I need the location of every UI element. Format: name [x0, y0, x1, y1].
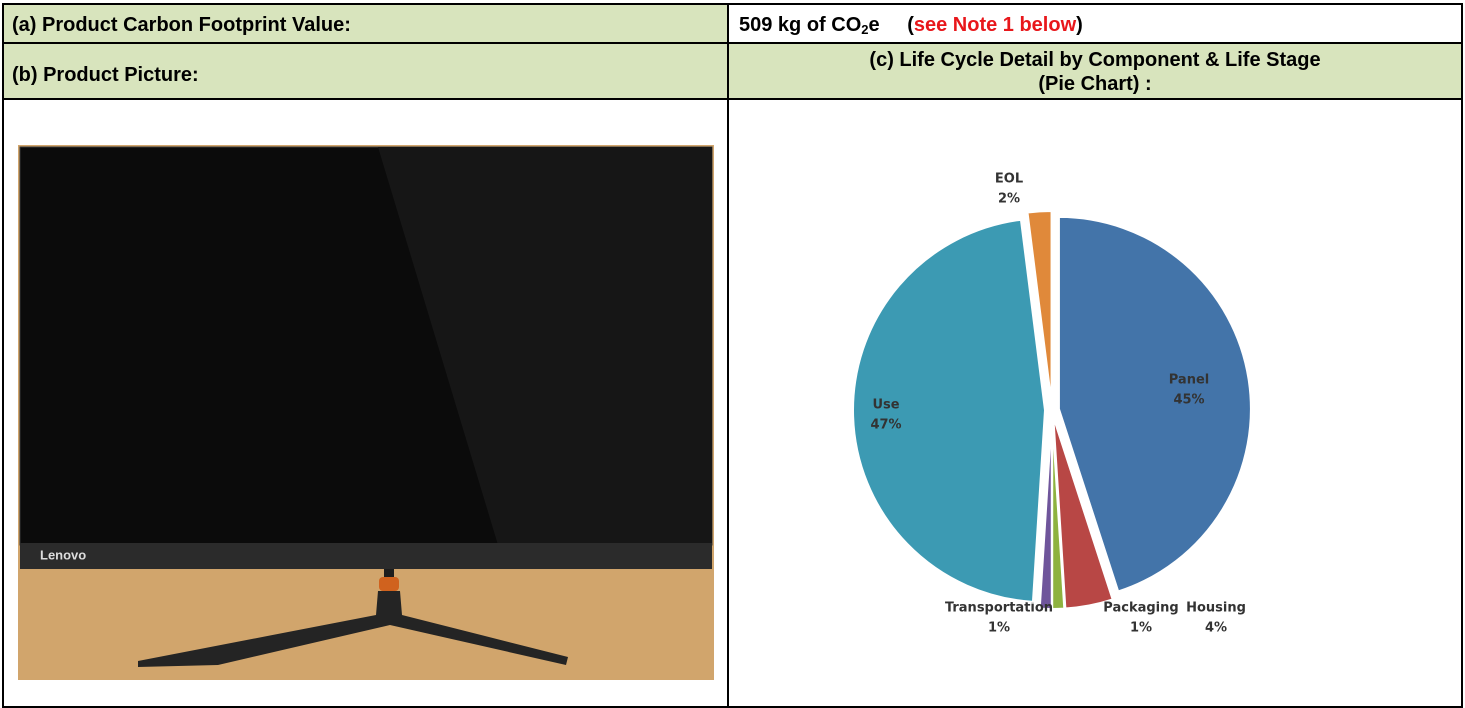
slice-label: Panel — [1169, 373, 1209, 388]
slice-label: EOL — [995, 172, 1023, 187]
slice-label: Use — [872, 398, 899, 413]
picture-label: (b) Product Picture: — [12, 64, 199, 86]
slice-value-label: 45% — [1173, 393, 1204, 408]
footprint-value-cell: 509 kg of CO2e (see Note 1 below) — [727, 3, 1463, 44]
unit-suffix: e — [869, 14, 880, 36]
bezel — [20, 543, 712, 569]
pie-chart: Panel 45% Housing 4% Packaging 1% Transportati… — [729, 100, 1459, 700]
chart-label: (Pie Chart) : — [737, 72, 1453, 96]
slice-label: Packaging — [1103, 601, 1178, 616]
slice-value-label: 2% — [998, 192, 1020, 207]
chart-label: (c) Life Cycle Detail by Component & Lif… — [737, 48, 1453, 72]
page: (a) Product Carbon Footprint Value: 509 … — [0, 0, 1465, 702]
note-open: ( — [907, 14, 914, 36]
collar — [379, 577, 399, 591]
footprint-label-cell: (a) Product Carbon Footprint Value: — [2, 3, 729, 44]
picture-cell: Lenovo — [2, 98, 729, 708]
slice-label: Housing — [1186, 601, 1246, 616]
footprint-label: (a) Product Carbon Footprint Value: — [12, 14, 351, 36]
brand: Lenovo — [40, 547, 86, 562]
slice-value-label: 47% — [870, 418, 901, 433]
note: see Note 1 below — [914, 14, 1076, 36]
slice-value-label: 1% — [988, 621, 1010, 636]
footprint-amount: 509 kg of CO — [739, 14, 861, 36]
chart-label-cell: (c) Life Cycle Detail by Component & Lif… — [727, 42, 1463, 100]
note-close: ) — [1076, 14, 1083, 36]
subscript: 2 — [861, 22, 868, 37]
slice-label: Transportation — [945, 601, 1053, 616]
product-picture: Lenovo — [18, 145, 718, 690]
slice-value-label: 1% — [1130, 621, 1152, 636]
picture-label-cell: (b) Product Picture: — [2, 42, 729, 100]
chart-cell: Panel 45% Housing 4% Packaging 1% Transportati… — [727, 98, 1463, 708]
slice-value-label: 4% — [1205, 621, 1227, 636]
